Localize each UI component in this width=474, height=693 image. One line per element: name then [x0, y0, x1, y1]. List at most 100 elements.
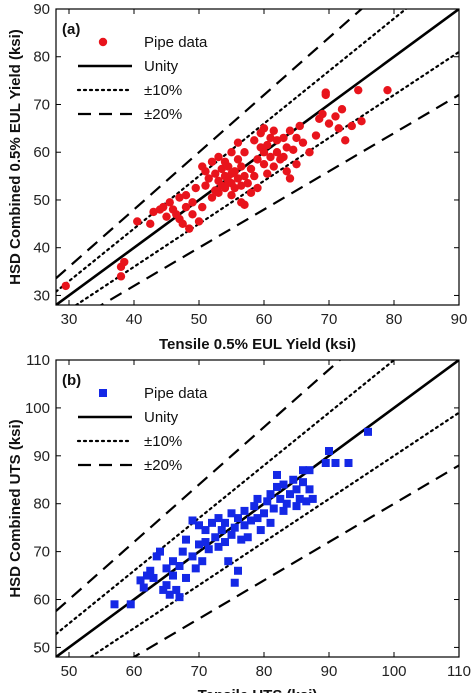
data-point	[143, 571, 151, 580]
data-point	[260, 509, 268, 518]
y-tick-label: 30	[33, 287, 50, 304]
x-tick-label: 50	[61, 663, 78, 680]
data-point	[169, 571, 177, 580]
data-point	[364, 427, 372, 436]
data-point	[162, 564, 171, 573]
data-point	[178, 547, 187, 556]
data-point	[230, 578, 239, 587]
data-point	[263, 140, 272, 150]
data-point	[224, 557, 233, 566]
y-tick-label: 70	[33, 96, 50, 113]
data-point	[295, 121, 304, 131]
data-point	[285, 174, 295, 183]
data-point	[256, 526, 265, 535]
legend-label: Pipe data	[144, 385, 208, 402]
legend-marker	[99, 389, 107, 397]
data-point	[250, 171, 259, 181]
data-point	[292, 159, 301, 169]
data-point	[299, 466, 307, 475]
data-point	[383, 85, 392, 95]
data-point	[302, 497, 311, 506]
data-point	[279, 152, 288, 162]
data-point	[240, 506, 249, 515]
data-point	[110, 600, 119, 609]
x-axis-label: Tensile 0.5% EUL Yield (ksi)	[159, 336, 356, 353]
data-point	[269, 126, 278, 135]
data-point	[149, 573, 158, 582]
data-point	[204, 545, 213, 554]
data-point	[188, 516, 197, 525]
data-point	[263, 497, 272, 506]
data-point	[126, 600, 135, 609]
data-points	[110, 427, 372, 609]
y-tick-label: 110	[26, 352, 50, 369]
data-point	[182, 535, 190, 544]
data-point	[139, 583, 148, 592]
data-point	[285, 126, 295, 135]
data-point	[162, 212, 171, 221]
data-point	[259, 124, 269, 133]
data-point	[325, 447, 333, 456]
data-point	[240, 148, 249, 157]
data-point	[240, 521, 249, 530]
x-axis-label: Tensile UTS (ksi)	[198, 687, 318, 693]
data-point	[233, 138, 243, 147]
x-tick-label: 100	[381, 663, 406, 680]
data-point	[217, 526, 226, 535]
data-point	[133, 217, 142, 226]
data-points	[61, 85, 392, 291]
data-point	[208, 518, 216, 527]
data-point	[191, 183, 200, 193]
data-point	[230, 523, 239, 532]
y-tick-label: 40	[33, 240, 50, 257]
data-point	[175, 593, 184, 602]
data-point	[266, 518, 275, 527]
data-point	[321, 88, 330, 97]
data-point	[120, 257, 129, 267]
data-point	[198, 557, 207, 566]
data-point	[337, 105, 347, 114]
data-point	[305, 485, 314, 494]
data-point	[188, 552, 197, 561]
data-point	[246, 164, 256, 174]
data-point	[253, 514, 262, 523]
reference-line-dotted-1_1	[56, 360, 396, 636]
data-point	[152, 552, 161, 561]
data-point	[269, 504, 278, 513]
data-point	[237, 181, 246, 190]
data-point	[227, 148, 236, 157]
data-point	[146, 219, 155, 229]
data-point	[272, 148, 282, 157]
legend-label: Unity	[144, 58, 179, 75]
data-point	[233, 174, 243, 183]
legend-label: ±10%	[144, 82, 182, 99]
data-point	[188, 198, 197, 207]
data-point	[298, 138, 308, 147]
data-point	[146, 566, 155, 575]
data-point	[250, 136, 259, 145]
data-point	[181, 190, 191, 200]
data-point	[266, 133, 275, 143]
data-point	[201, 538, 210, 547]
y-tick-label: 80	[33, 49, 50, 66]
y-axis-label: HSD Combined 0.5% EUL Yield (ksi)	[7, 29, 24, 285]
data-point	[282, 167, 291, 176]
data-point	[253, 183, 262, 193]
data-point	[159, 585, 168, 594]
data-point	[207, 157, 217, 166]
data-point	[292, 502, 301, 511]
data-point	[250, 502, 259, 511]
legend: Pipe data Unity ±10% ±20%	[76, 34, 208, 123]
data-point	[305, 466, 314, 475]
data-point	[311, 131, 321, 140]
y-tick-label: 60	[33, 592, 50, 609]
data-point	[182, 573, 190, 582]
data-point	[220, 183, 230, 193]
x-tick-label: 70	[321, 311, 338, 328]
data-point	[286, 490, 294, 499]
y-tick-label: 60	[33, 144, 50, 161]
data-point	[175, 193, 184, 202]
reference-line-dotted-1_1	[56, 9, 408, 293]
data-point	[259, 148, 269, 157]
